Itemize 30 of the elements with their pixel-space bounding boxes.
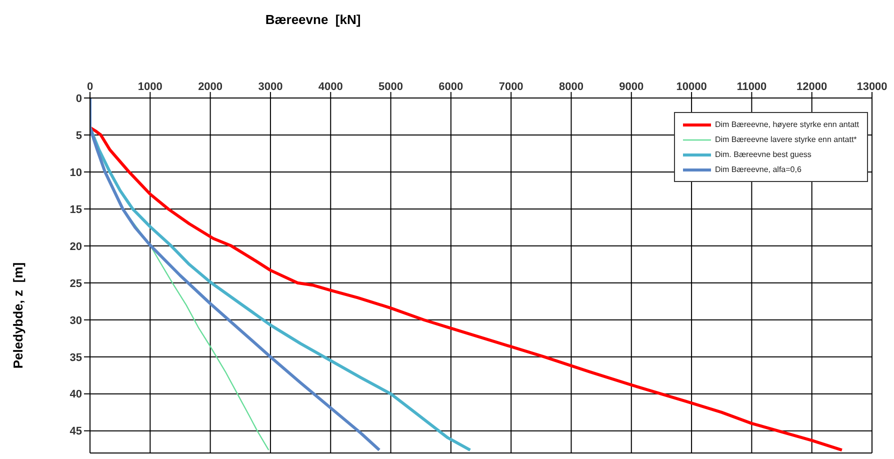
x-tick-label: 4000 — [318, 81, 343, 93]
y-tick-label: 0 — [76, 92, 82, 105]
chart-title: Bæreevne [kN] — [264, 12, 362, 27]
legend-label: Dim Bæreevne lavere styrke enn antatt* — [714, 134, 857, 146]
x-tick-label: 5000 — [378, 81, 404, 93]
legend-label: Dim. Bæreevne best guess — [714, 149, 812, 161]
x-tick-label: 3000 — [258, 81, 283, 93]
y-tick-label: 10 — [70, 166, 82, 179]
legend-label: Dim Bæreevne, høyere styrke enn antatt — [714, 119, 859, 131]
legend-label: Dim Bæreevne, alfa=0,6 — [714, 164, 802, 176]
y-tick-label: 45 — [70, 426, 82, 438]
y-axis-title: Peledybde, z [m] — [10, 261, 26, 371]
y-tick-label: 5 — [76, 130, 82, 142]
x-tick-label: 13000 — [856, 81, 888, 93]
x-tick-label: 1000 — [138, 81, 162, 93]
x-tick-label: 12000 — [796, 81, 828, 93]
y-tick-label: 30 — [70, 314, 82, 327]
x-tick-label: 2000 — [198, 81, 223, 93]
x-tick-label: 6000 — [438, 81, 464, 93]
y-tick-label: 40 — [70, 388, 82, 401]
y-tick-label: 35 — [70, 352, 82, 364]
x-tick-label: 0 — [86, 81, 94, 93]
x-tick-label: 11000 — [736, 81, 767, 93]
x-tick-label: 8000 — [558, 81, 584, 93]
y-tick-label: 25 — [70, 278, 82, 290]
x-tick-label: 9000 — [619, 81, 644, 93]
y-tick-label: 20 — [70, 240, 82, 253]
x-tick-label: 10000 — [676, 81, 707, 93]
y-tick-label: 15 — [70, 204, 82, 216]
x-tick-label: 7000 — [498, 81, 524, 93]
